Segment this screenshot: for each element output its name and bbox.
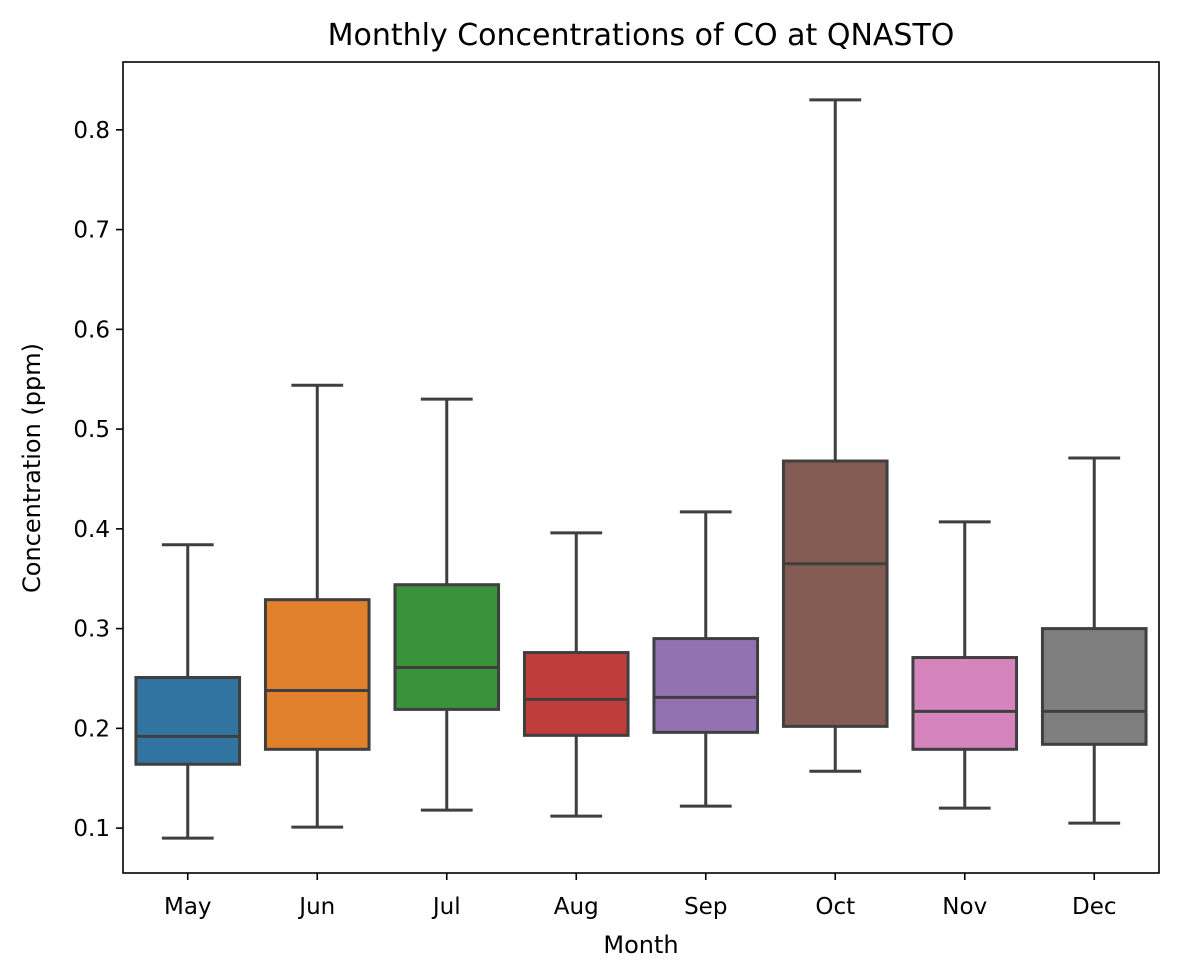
y-tick-label: 0.2 [73,716,110,742]
plot-area: 0.1 0.2 0.3 0.4 0.5 0.6 0.7 0.8 May Jun Jul Aug Sep O… [73,98,1148,920]
iqr-box [393,583,501,711]
x-tick-label: Jun [297,894,335,920]
x-tick-label: May [164,894,212,920]
x-tick-label: Oct [815,894,855,920]
box-oct [781,98,889,773]
iqr-box [1040,627,1148,746]
box-dec [1040,456,1148,825]
y-tick-label: 0.7 [73,218,110,244]
iqr-box [652,637,760,734]
iqr-box [522,651,630,737]
box-nov [911,520,1019,810]
iqr-box [263,598,371,751]
box-jul [393,397,501,812]
iqr-box [781,459,889,728]
x-tick-label: Jul [431,894,461,920]
box-jun [263,383,371,829]
y-tick-label: 0.8 [73,118,110,144]
x-axis-label: Month [603,931,678,959]
x-tick-label: Dec [1072,894,1117,920]
box-may [134,543,242,840]
plot-frame [122,61,1160,874]
y-axis-label: Concentration (ppm) [18,343,46,593]
box-aug [522,531,630,818]
box-sep [652,510,760,808]
y-tick-label: 0.5 [73,417,110,443]
y-tick-label: 0.1 [73,816,110,842]
chart-title: Monthly Concentrations of CO at QNASTO [328,18,955,53]
y-tick-label: 0.4 [73,517,110,543]
iqr-box [134,675,242,766]
iqr-box [911,656,1019,751]
x-tick-label: Sep [684,894,727,920]
x-tick-label: Aug [554,894,599,920]
x-tick-label: Nov [942,894,987,920]
y-tick-label: 0.3 [73,617,110,643]
y-tick-label: 0.6 [73,317,110,343]
